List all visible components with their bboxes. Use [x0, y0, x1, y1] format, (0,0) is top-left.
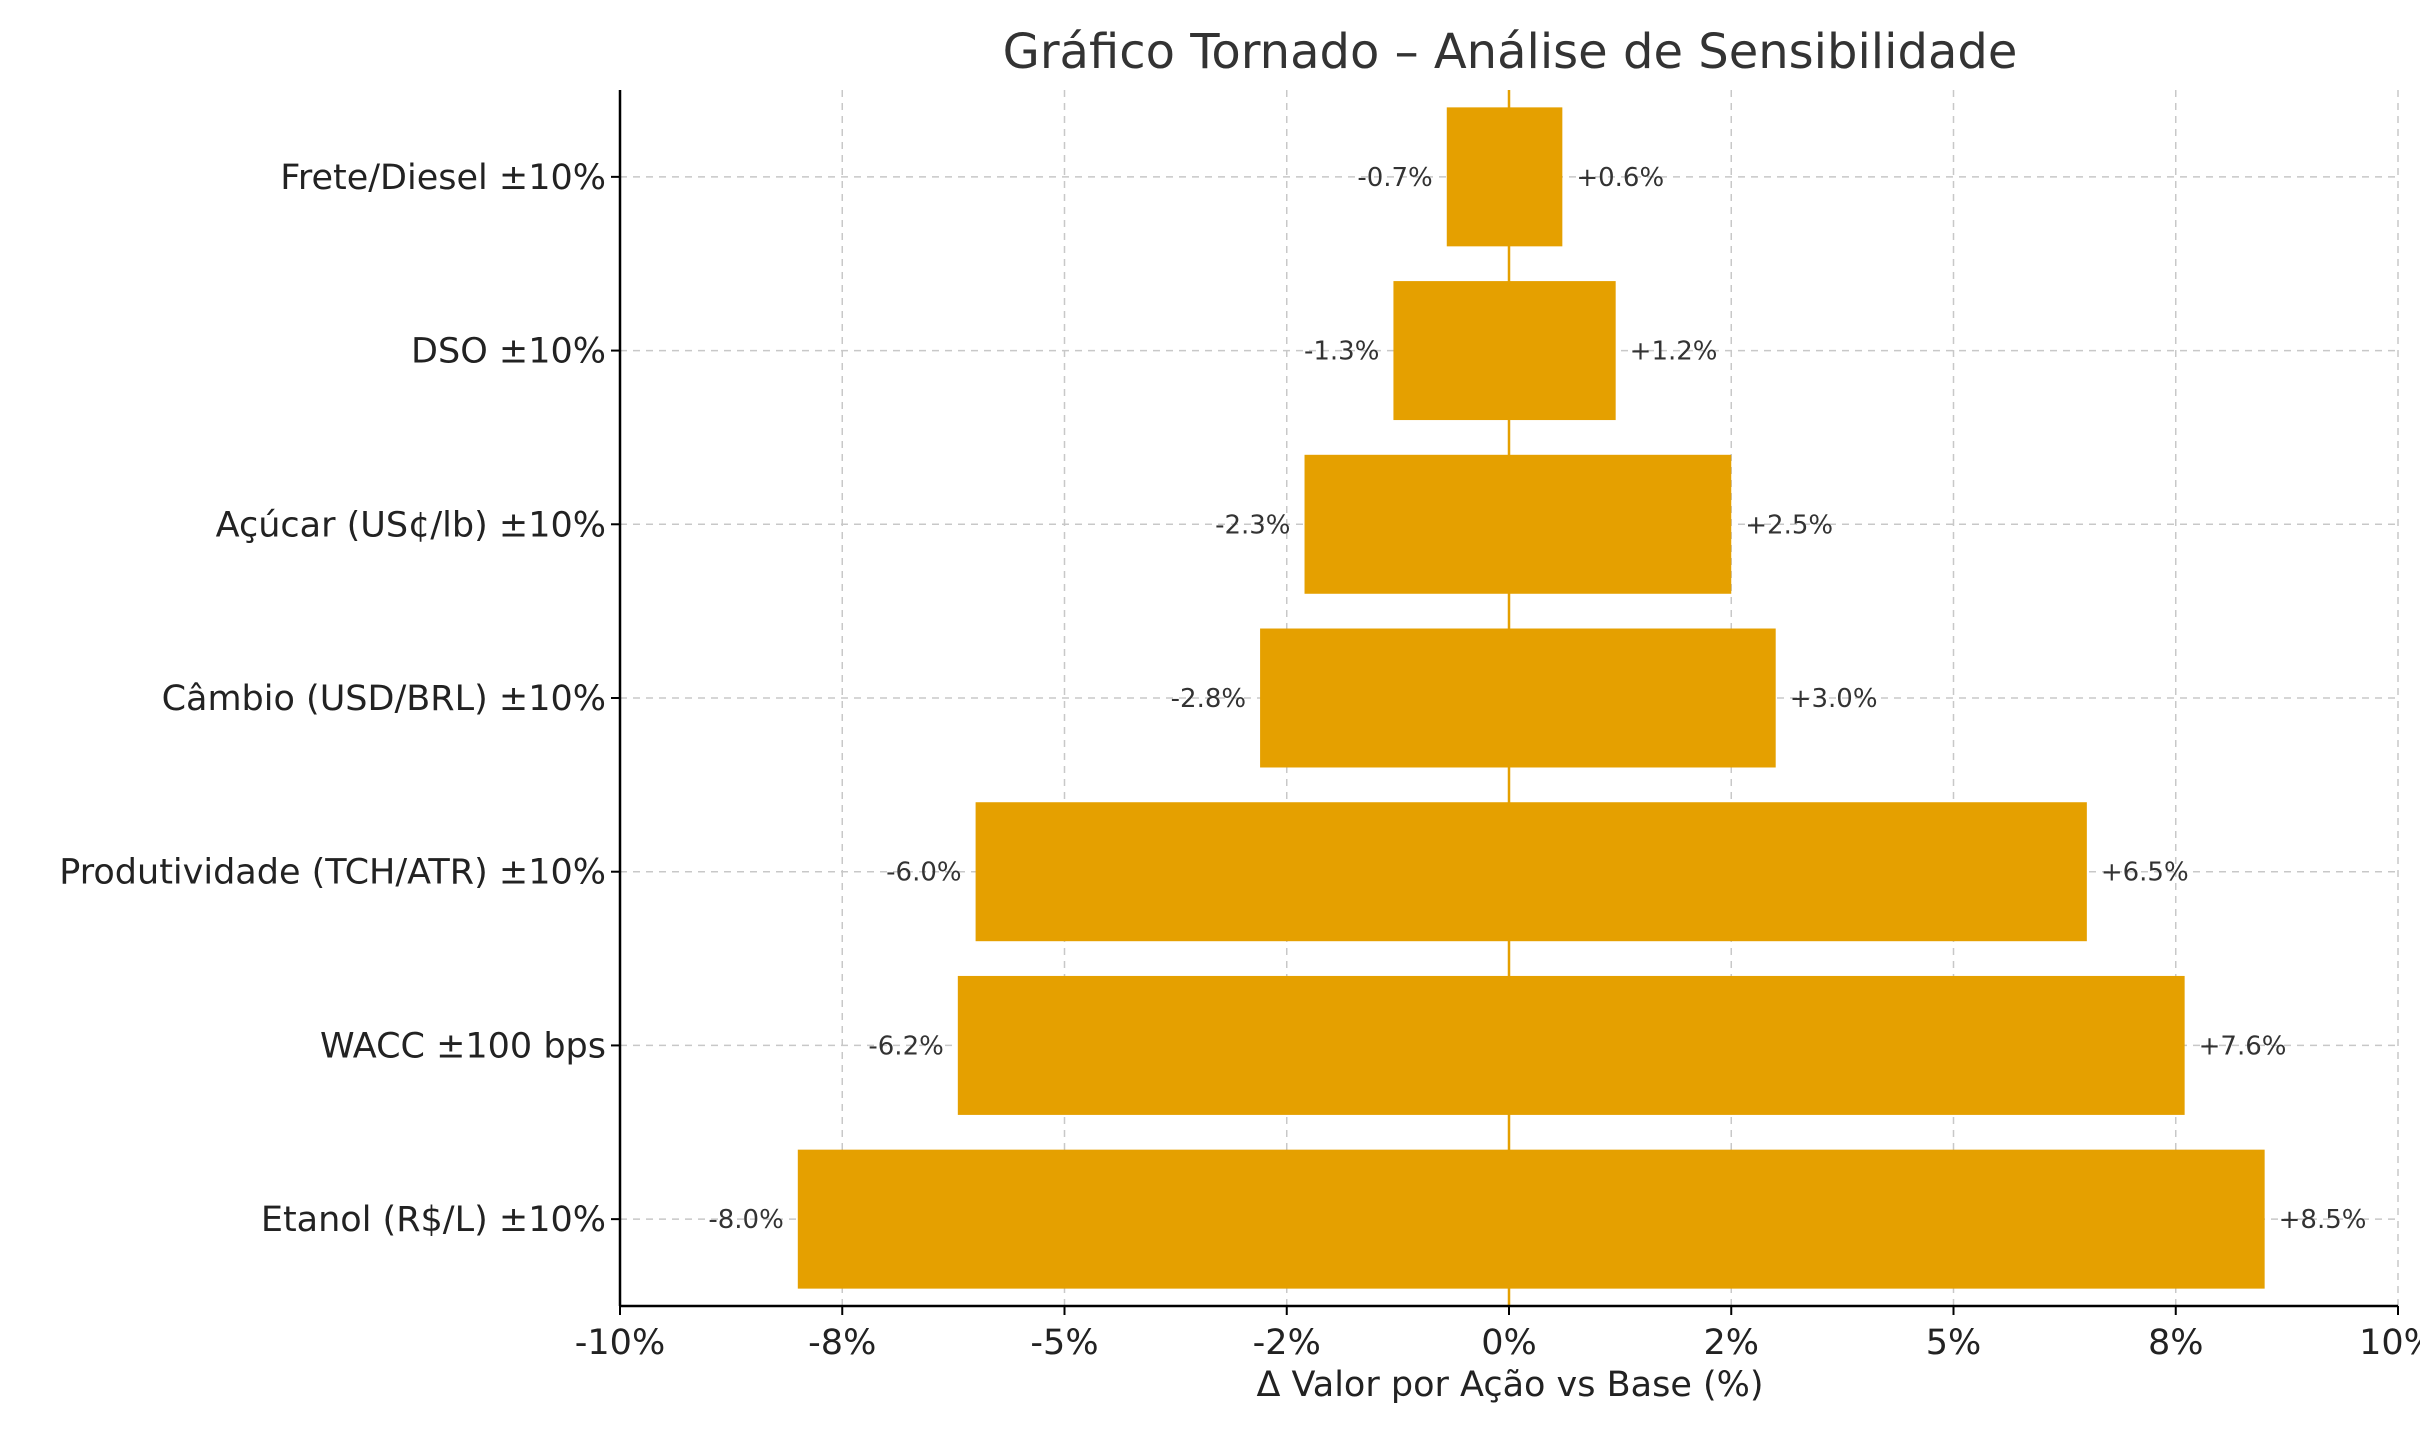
category-label: Produtividade (TCH/ATR) ±10%: [59, 853, 606, 893]
value-label-positive: +3.0%: [1790, 684, 1878, 714]
value-label-negative: -6.0%: [886, 858, 961, 888]
value-label-positive: +7.6%: [2199, 1031, 2287, 1061]
x-tick-label: 8%: [2148, 1323, 2204, 1363]
bars: [797, 107, 2265, 1289]
tornado-bar: [1260, 628, 1776, 768]
chart-title: Gráfico Tornado – Análise de Sensibilida…: [1003, 24, 2018, 80]
x-tick-label: 5%: [1926, 1323, 1982, 1363]
category-label: WACC ±100 bps: [320, 1026, 606, 1066]
x-tick-label: -10%: [575, 1323, 665, 1363]
x-tick-label: -8%: [808, 1323, 876, 1363]
category-label: Açúcar (US¢/lb) ±10%: [216, 505, 606, 545]
category-label: Etanol (R$/L) ±10%: [261, 1200, 606, 1240]
tornado-bar: [1446, 107, 1563, 247]
value-label-negative: -0.7%: [1357, 163, 1432, 193]
value-label-negative: -8.0%: [708, 1205, 783, 1235]
value-labels: -0.7% +0.6% -1.3% +1.2% -2.3% +2.5% -2.8% +3.0%…: [708, 163, 2366, 1235]
tornado-bar: [797, 1149, 2265, 1289]
value-label-positive: +1.2%: [1630, 337, 1718, 367]
tornado-bar: [1304, 454, 1732, 594]
value-label-negative: -2.8%: [1171, 684, 1246, 714]
tornado-bar: [1393, 281, 1616, 421]
value-label-positive: +2.5%: [1745, 510, 1833, 540]
axes: [611, 90, 2399, 1315]
x-tick-label: 2%: [1703, 1323, 1759, 1363]
category-labels: Frete/Diesel ±10% DSO ±10% Açúcar (US¢/lb)…: [59, 158, 606, 1240]
value-label-positive: +0.6%: [1576, 163, 1664, 193]
x-tick-labels: -10% -8% -5% -2% 0% 2% 5% 8% 10%: [575, 1323, 2420, 1363]
category-label: Câmbio (USD/BRL) ±10%: [162, 679, 606, 719]
x-tick-label: 10%: [2359, 1323, 2420, 1363]
value-label-positive: +6.5%: [2101, 858, 2189, 888]
value-label-negative: -1.3%: [1304, 337, 1379, 367]
tornado-bar: [975, 802, 2087, 942]
x-tick-label: -5%: [1030, 1323, 1098, 1363]
category-label: Frete/Diesel ±10%: [280, 158, 606, 198]
value-label-negative: -2.3%: [1215, 510, 1290, 540]
x-axis-label: Δ Valor por Ação vs Base (%): [1256, 1365, 1763, 1405]
x-tick-label: -2%: [1253, 1323, 1321, 1363]
value-label-negative: -6.2%: [868, 1031, 943, 1061]
x-tick-label: 0%: [1481, 1323, 1537, 1363]
category-label: DSO ±10%: [411, 332, 606, 372]
value-label-positive: +8.5%: [2279, 1205, 2367, 1235]
tornado-bar: [957, 975, 2185, 1115]
